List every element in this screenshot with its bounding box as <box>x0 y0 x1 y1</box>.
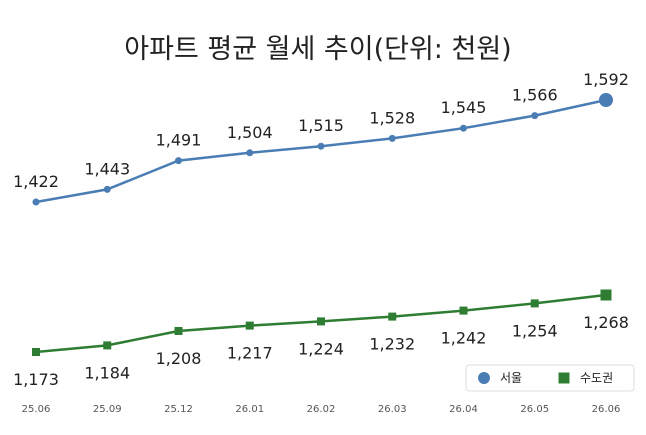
x-tick-label-5: 26.03 <box>378 404 407 415</box>
series-0-label-6: 1,545 <box>441 98 487 117</box>
series-1-label-4: 1,224 <box>298 339 344 358</box>
series-1-label-1: 1,184 <box>84 363 130 382</box>
series-1-label-2: 1,208 <box>156 349 202 368</box>
x-tick-label-3: 26.01 <box>235 404 264 415</box>
series-1-label-3: 1,217 <box>227 344 273 363</box>
series-0-point-7 <box>531 112 539 120</box>
legend-label-1: 수도권 <box>580 371 613 385</box>
x-tick-label-8: 26.06 <box>592 404 621 415</box>
series-lines <box>35 98 607 354</box>
series-0-point-3 <box>246 149 254 157</box>
series-1-point-1 <box>103 341 112 350</box>
chart-title: 아파트 평균 월세 추이(단위: 천원) <box>124 34 511 65</box>
x-tick-label-7: 26.05 <box>520 404 549 415</box>
series-0-label-4: 1,515 <box>298 116 344 135</box>
series-0-label-0: 1,422 <box>13 172 59 191</box>
series-0-point-1 <box>103 185 111 193</box>
series-0-point-6 <box>460 124 467 132</box>
legend: 서울 수도권 <box>465 364 635 392</box>
series-0-point-5 <box>388 134 396 142</box>
series-0-label-8: 1,592 <box>583 70 629 89</box>
series-0-point-2 <box>175 157 182 165</box>
series-1-label-6: 1,242 <box>441 329 487 348</box>
legend-marker-1 <box>558 372 570 384</box>
series-1-point-8 <box>600 289 612 301</box>
series-0-point-8 <box>599 93 613 107</box>
series-1-point-6 <box>459 306 468 315</box>
series-0-label-1: 1,443 <box>84 159 130 178</box>
x-tick-label-6: 26.04 <box>449 404 478 415</box>
x-tick-label-0: 25.06 <box>22 404 51 415</box>
series-1-point-5 <box>388 312 397 321</box>
legend-label-0: 서울 <box>500 371 522 385</box>
x-tick-label-1: 25.09 <box>93 404 122 415</box>
series-1-point-4 <box>317 317 325 326</box>
series-1-label-7: 1,254 <box>512 321 558 340</box>
series-1-point-7 <box>530 299 539 308</box>
series-0-label-7: 1,566 <box>512 86 558 105</box>
series-1-point-3 <box>245 321 254 330</box>
series-1-label-8: 1,268 <box>583 313 629 332</box>
x-axis-ticks: 25.06 25.09 25.12 26.01 26.02 26.03 26.04 26.05… <box>22 404 621 415</box>
series-0-label-2: 1,491 <box>156 131 202 150</box>
x-tick-label-2: 25.12 <box>164 404 193 415</box>
legend-marker-0 <box>478 372 490 384</box>
series-1-label-0: 1,173 <box>13 370 59 389</box>
x-tick-label-4: 26.02 <box>307 404 336 415</box>
series-1-label-5: 1,232 <box>369 335 415 354</box>
series-0-point-0 <box>32 198 40 206</box>
legend-box <box>465 364 635 392</box>
series-markers <box>32 93 613 356</box>
data-labels: 1,422 1,443 1,491 1,504 1,515 1,528 1,545 1,566… <box>13 70 629 389</box>
series-0-label-5: 1,528 <box>369 108 415 127</box>
series-0-point-4 <box>317 142 325 150</box>
series-1-point-0 <box>32 348 40 356</box>
series-0-label-3: 1,504 <box>227 123 273 142</box>
series-1-point-2 <box>174 327 183 335</box>
